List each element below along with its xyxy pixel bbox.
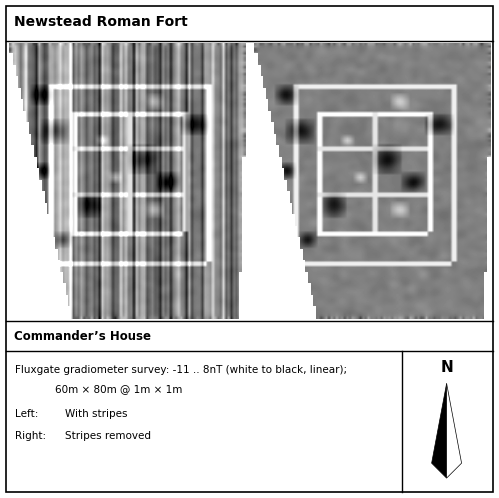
Polygon shape (447, 383, 462, 478)
Text: With stripes: With stripes (65, 409, 127, 419)
Text: Left:: Left: (15, 409, 38, 419)
Polygon shape (432, 383, 447, 478)
Text: Stripes removed: Stripes removed (65, 431, 151, 441)
Text: 60m × 80m @ 1m × 1m: 60m × 80m @ 1m × 1m (55, 384, 182, 394)
Text: Fluxgate gradiometer survey: -11 .. 8nT (white to black, linear);: Fluxgate gradiometer survey: -11 .. 8nT … (15, 365, 347, 374)
Text: Newstead Roman Fort: Newstead Roman Fort (14, 15, 188, 29)
Text: Commander’s House: Commander’s House (14, 330, 151, 343)
Text: N: N (440, 360, 453, 375)
Text: Right:: Right: (15, 431, 46, 441)
